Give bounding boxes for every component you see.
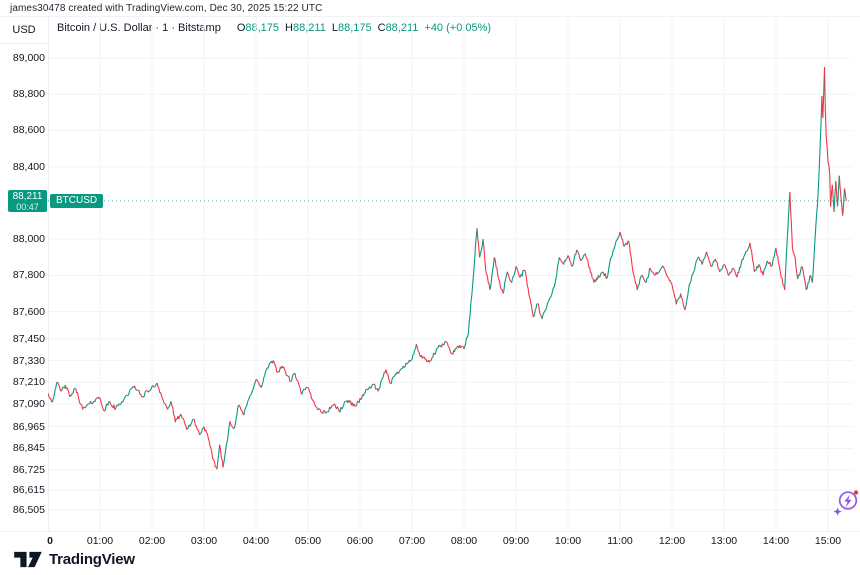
- ohlc-letter-c: C: [377, 22, 386, 34]
- price-axis-label: 86,965: [12, 420, 45, 433]
- symbol-badge: BTCUSD: [50, 193, 104, 208]
- time-axis-label: 03:00: [190, 535, 218, 547]
- time-axis-label: 05:00: [294, 535, 322, 547]
- price-axis-label: 87,600: [12, 305, 45, 318]
- price-axis-label: 86,615: [12, 484, 45, 497]
- symbol-description[interactable]: Bitcoin / U.S. Dollar · 1 · Bitstamp: [57, 22, 221, 34]
- chart-legend: Bitcoin / U.S. Dollar · 1 · Bitstamp O88,…: [57, 22, 491, 34]
- time-axis-label: 0: [47, 535, 53, 547]
- ohlc-value-l: 88,175: [337, 22, 372, 34]
- tradingview-logo-icon: [14, 551, 42, 567]
- price-axis-label: 87,210: [12, 376, 45, 389]
- up-segments: [49, 67, 846, 470]
- time-axis-label: 02:00: [138, 535, 166, 547]
- price-axis[interactable]: [0, 16, 49, 532]
- time-axis[interactable]: [0, 531, 860, 550]
- boost-button[interactable]: [830, 484, 860, 518]
- price-axis-label: 86,725: [12, 464, 45, 477]
- tradingview-brand: TradingView: [49, 550, 135, 568]
- footer: TradingView: [13, 548, 135, 570]
- price-axis-label: 88,800: [12, 88, 45, 101]
- price-axis-label: 86,845: [12, 442, 45, 455]
- ohlc-letter-l: L: [331, 22, 338, 34]
- time-axis-label: 11:00: [607, 535, 633, 547]
- time-axis-label: 06:00: [346, 535, 374, 547]
- time-axis-label: 10:00: [554, 535, 582, 547]
- price-axis-label: 87,450: [12, 332, 45, 345]
- tradingview-logo-link[interactable]: TradingView: [13, 550, 135, 569]
- ohlc-values: O88,175 H88,211 L88,175 C88,211: [231, 22, 419, 34]
- ohlc-letter-h: H: [285, 22, 293, 34]
- attribution-text: james30478 created with TradingView.com,…: [10, 3, 323, 14]
- current-price-badge: 88,211 00:47: [8, 189, 47, 212]
- horizontal-gridlines: [48, 57, 852, 511]
- price-axis-label: 88,000: [12, 233, 45, 246]
- ohlc-value-o: 88,175: [245, 22, 280, 34]
- price-axis-label: 88,400: [12, 160, 45, 173]
- price-axis-label: 88,600: [12, 124, 45, 137]
- time-axis-label: 13:00: [710, 535, 738, 547]
- time-axis-label: 12:00: [658, 535, 686, 547]
- ohlc-value-c: 88,211: [385, 22, 419, 34]
- price-axis-label: 87,800: [12, 269, 45, 282]
- ohlc-letter-o: O: [236, 22, 246, 34]
- price-axis-label: 89,000: [12, 52, 45, 64]
- time-axis-label: 01:00: [86, 535, 114, 547]
- price-chart-canvas[interactable]: [48, 16, 852, 532]
- time-axis-label: 08:00: [450, 535, 478, 547]
- current-price-value: 88,211: [12, 190, 43, 202]
- candlestick-series: [48, 67, 847, 470]
- time-axis-label: 09:00: [502, 535, 530, 547]
- price-axis-label: 87,090: [12, 398, 45, 411]
- flash-icon: [833, 490, 859, 516]
- bar-countdown: 00:47: [16, 201, 39, 212]
- down-segments: [48, 67, 847, 470]
- chart-frame-top-border: [0, 16, 860, 17]
- time-axis-label: 14:00: [762, 535, 790, 547]
- price-axis-label: 87,330: [12, 354, 45, 367]
- price-scale-currency-button[interactable]: USD: [0, 16, 48, 44]
- time-axis-label: 15:00: [814, 535, 842, 547]
- change-value: +40 (+0.05%): [424, 22, 492, 34]
- price-axis-label: 86,505: [12, 504, 45, 516]
- vertical-gridlines: [99, 16, 829, 532]
- time-axis-label: 04:00: [242, 535, 270, 547]
- ohlc-value-h: 88,211: [293, 22, 326, 34]
- time-axis-label: 07:00: [398, 535, 426, 547]
